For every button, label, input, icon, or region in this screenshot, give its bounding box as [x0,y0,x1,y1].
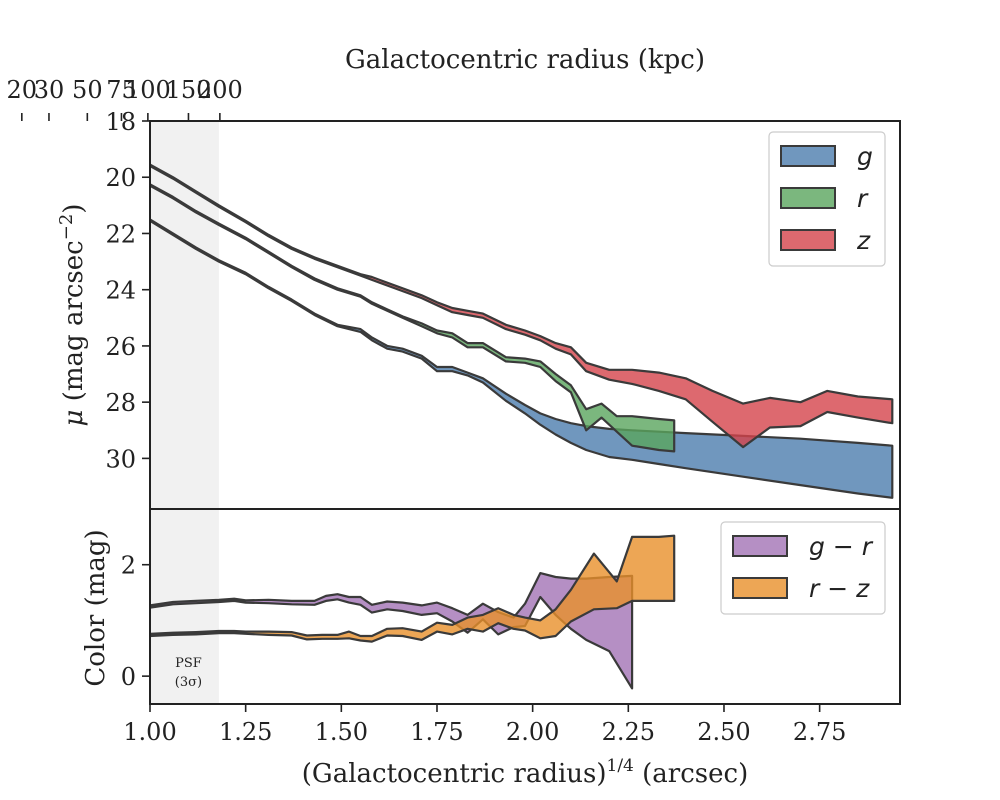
bottom-y-axis-label: Color (mag) [81,529,111,686]
series-band-0 [150,571,634,690]
series-band-2 [150,163,894,449]
legend-label: r [857,184,869,213]
kpc-tick-label: 150 [166,76,212,104]
top-kpc-ticks: 51020305075100150200 [7,76,243,121]
series-band-1 [150,534,676,643]
kpc-tick-label: 100 [125,76,171,104]
bottom-y-ticks: 02 [121,552,150,691]
top-x-axis-label: Galactocentric radius (kpc) [345,45,705,75]
legend-label: g [857,142,873,171]
legend-label: z [856,226,871,255]
x-tick-label: 2.25 [602,718,655,746]
bottom-legend: g − r r − z [720,521,886,615]
bottom-plot-frame [149,508,901,705]
y-tick-label: 2 [121,552,136,580]
kpc-tick-label: 75 [106,76,137,104]
legend-swatch [780,229,836,251]
y-tick-label: 26 [105,333,136,361]
x-tick-label: 1.25 [219,718,272,746]
y-tick-label: 0 [121,663,136,691]
x-tick-label: 2.50 [697,718,750,746]
y-tick-label: 22 [105,220,136,248]
y-tick-label: 30 [105,445,136,473]
x-tick-label: 1.00 [123,718,176,746]
series-band-1 [150,183,676,453]
y-tick-label: 24 [105,277,136,305]
x-tick-label: 1.75 [410,718,463,746]
legend-swatch [780,187,836,209]
top-series-group [150,163,894,499]
psf-region-top [150,121,219,509]
kpc-tick-label: 50 [72,76,103,104]
top-y-axis-label: μ (mag arcsec−2) [56,204,89,427]
color-panel: PSF (3σ) 02 1.00 1.25 1.50 1.75 2.00 2.25 2.50… [81,508,901,789]
y-tick-label: 28 [105,389,136,417]
y-tick-label: 20 [105,164,136,192]
top-y-ticks: 18 20 22 24 26 28 30 [105,108,150,473]
x-tick-label: 1.50 [315,718,368,746]
x-tick-label: 2.75 [793,718,846,746]
bottom-series-group [150,534,676,690]
psf-sigma-label: (3σ) [175,675,202,690]
x-tick-label: 2.00 [506,718,559,746]
top-legend: grz [768,131,886,267]
kpc-tick-label: 30 [34,76,65,104]
y-tick-label: 18 [105,108,136,136]
series-band-0 [150,218,894,499]
kpc-tick-label: 200 [197,76,243,104]
legend-label: g − r [809,532,874,561]
kpc-tick-label: 20 [7,76,38,104]
legend-swatch [780,145,836,167]
legend-swatch [732,577,788,599]
bottom-x-axis-label: (Galactocentric radius)1/4 (arcsec) [302,756,748,789]
legend-swatch [732,535,788,557]
legend-label: r − z [809,574,870,603]
psf-label: PSF [175,656,202,671]
bottom-x-ticks: 1.00 1.25 1.50 1.75 2.00 2.25 2.50 2.75 [123,704,846,746]
